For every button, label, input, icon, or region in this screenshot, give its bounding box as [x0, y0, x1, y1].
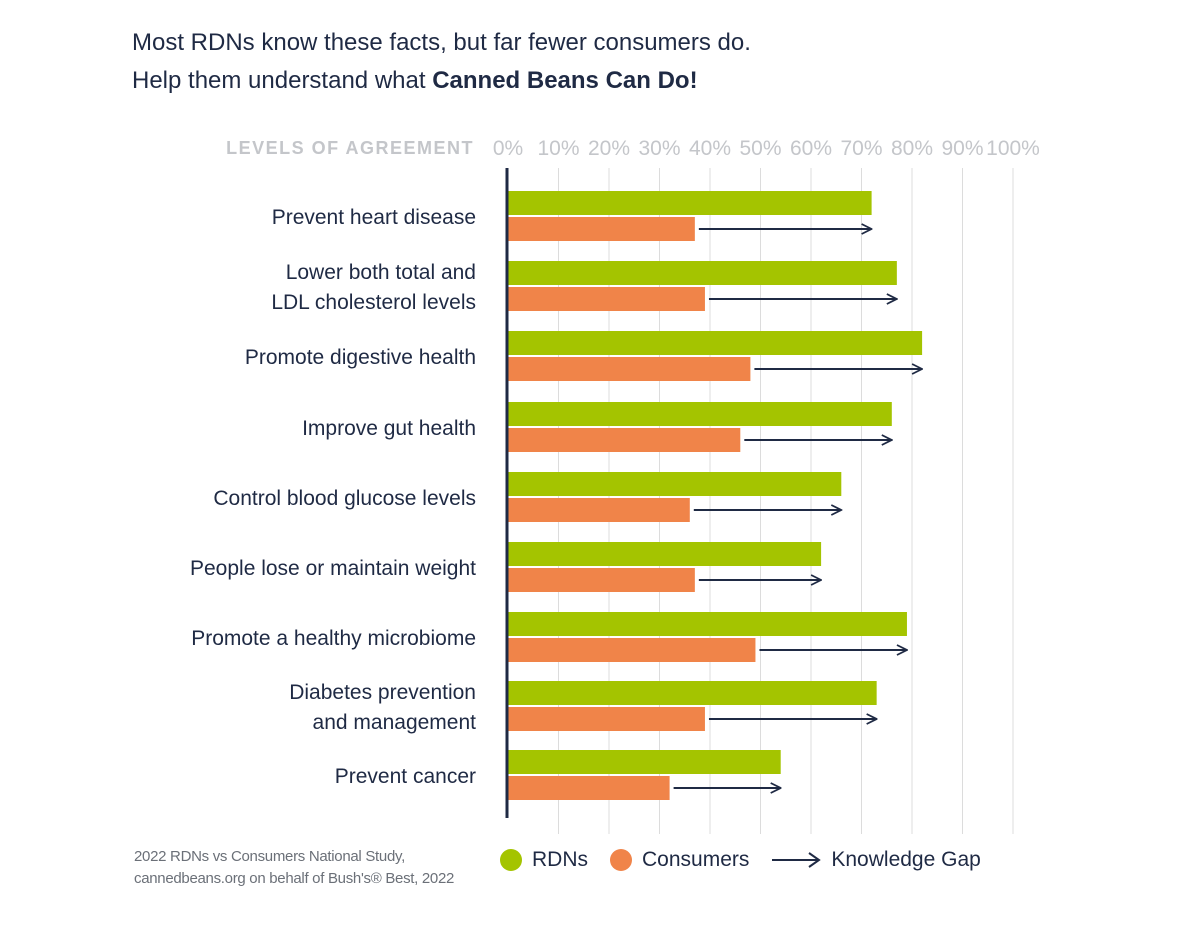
consumer-bar [508, 357, 751, 381]
consumer-bar [508, 776, 670, 800]
rdn-bar [508, 331, 923, 355]
category-label: Improve gut health [302, 417, 476, 440]
legend-item-gap: Knowledge Gap [771, 848, 981, 872]
x-tick-label: 70% [840, 137, 882, 160]
headline: Most RDNs know these facts, but far fewe… [132, 24, 751, 100]
footnote-line-2: cannedbeans.org on behalf of Bush's® Bes… [134, 870, 455, 887]
category-label: Lower both total and [286, 261, 476, 284]
bar-chart: 0% 10% 20% 30% 40% 50% 60% 70% 80% 90% 100% LEVELS… [190, 137, 1040, 834]
x-tick-label: 20% [588, 137, 630, 160]
category-label: Prevent heart disease [272, 206, 476, 229]
category-label: Promote digestive health [245, 346, 476, 369]
category-label: and management [313, 711, 477, 734]
x-tick-label: 90% [941, 137, 983, 160]
consumer-bar [508, 568, 695, 592]
consumer-bar [508, 707, 705, 731]
category-label: LDL cholesterol levels [271, 291, 476, 314]
rdn-bar [508, 191, 872, 215]
rdn-bar [508, 681, 877, 705]
rdn-bar [508, 750, 781, 774]
consumer-bar [508, 287, 705, 311]
consumers-swatch [610, 849, 632, 871]
source-footnote: 2022 RDNs vs Consumers National Study, c… [134, 846, 454, 890]
x-tick-label: 30% [638, 137, 680, 160]
category-labels: Prevent heart disease Lower both total an… [190, 206, 476, 788]
x-tick-label: 50% [739, 137, 781, 160]
headline-prefix: Help them understand what [132, 67, 433, 94]
right-arrow-icon [772, 852, 822, 868]
headline-line-1: Most RDNs know these facts, but far fewe… [132, 29, 751, 56]
legend-item-rdns: RDNs [500, 848, 588, 872]
x-tick-label: 80% [891, 137, 933, 160]
legend: RDNs Consumers Knowledge Gap [500, 848, 1003, 872]
rdn-bar [508, 472, 842, 496]
x-tick-label: 10% [537, 137, 579, 160]
x-tick-label: 0% [493, 137, 523, 160]
rdn-bar [508, 542, 822, 566]
legend-item-consumers: Consumers [610, 848, 749, 872]
consumer-bar [508, 428, 741, 452]
x-tick-label: 40% [689, 137, 731, 160]
footnote-line-1: 2022 RDNs vs Consumers National Study, [134, 848, 405, 865]
x-tick-label: 100% [986, 137, 1040, 160]
rdn-bar [508, 261, 897, 285]
legend-label-gap: Knowledge Gap [831, 848, 981, 871]
headline-line-2: Help them understand what Canned Beans C… [132, 62, 751, 100]
rdn-bar [508, 612, 907, 636]
category-label: People lose or maintain weight [190, 557, 476, 580]
bars [508, 191, 922, 800]
category-label: Diabetes prevention [289, 681, 476, 704]
x-tick-labels: 0% 10% 20% 30% 40% 50% 60% 70% 80% 90% 100% [493, 137, 1040, 160]
axis-title: LEVELS OF AGREEMENT [226, 138, 474, 158]
headline-emphasis: Canned Beans Can Do! [432, 67, 698, 94]
x-tick-label: 60% [790, 137, 832, 160]
legend-label-rdns: RDNs [532, 848, 588, 871]
consumer-bar [508, 498, 690, 522]
consumer-bar [508, 638, 756, 662]
legend-label-consumers: Consumers [642, 848, 750, 871]
rdn-bar [508, 402, 892, 426]
rdns-swatch [500, 849, 522, 871]
category-label: Prevent cancer [335, 765, 476, 788]
consumer-bar [508, 217, 695, 241]
category-label: Control blood glucose levels [213, 487, 476, 510]
category-label: Promote a healthy microbiome [191, 627, 476, 650]
